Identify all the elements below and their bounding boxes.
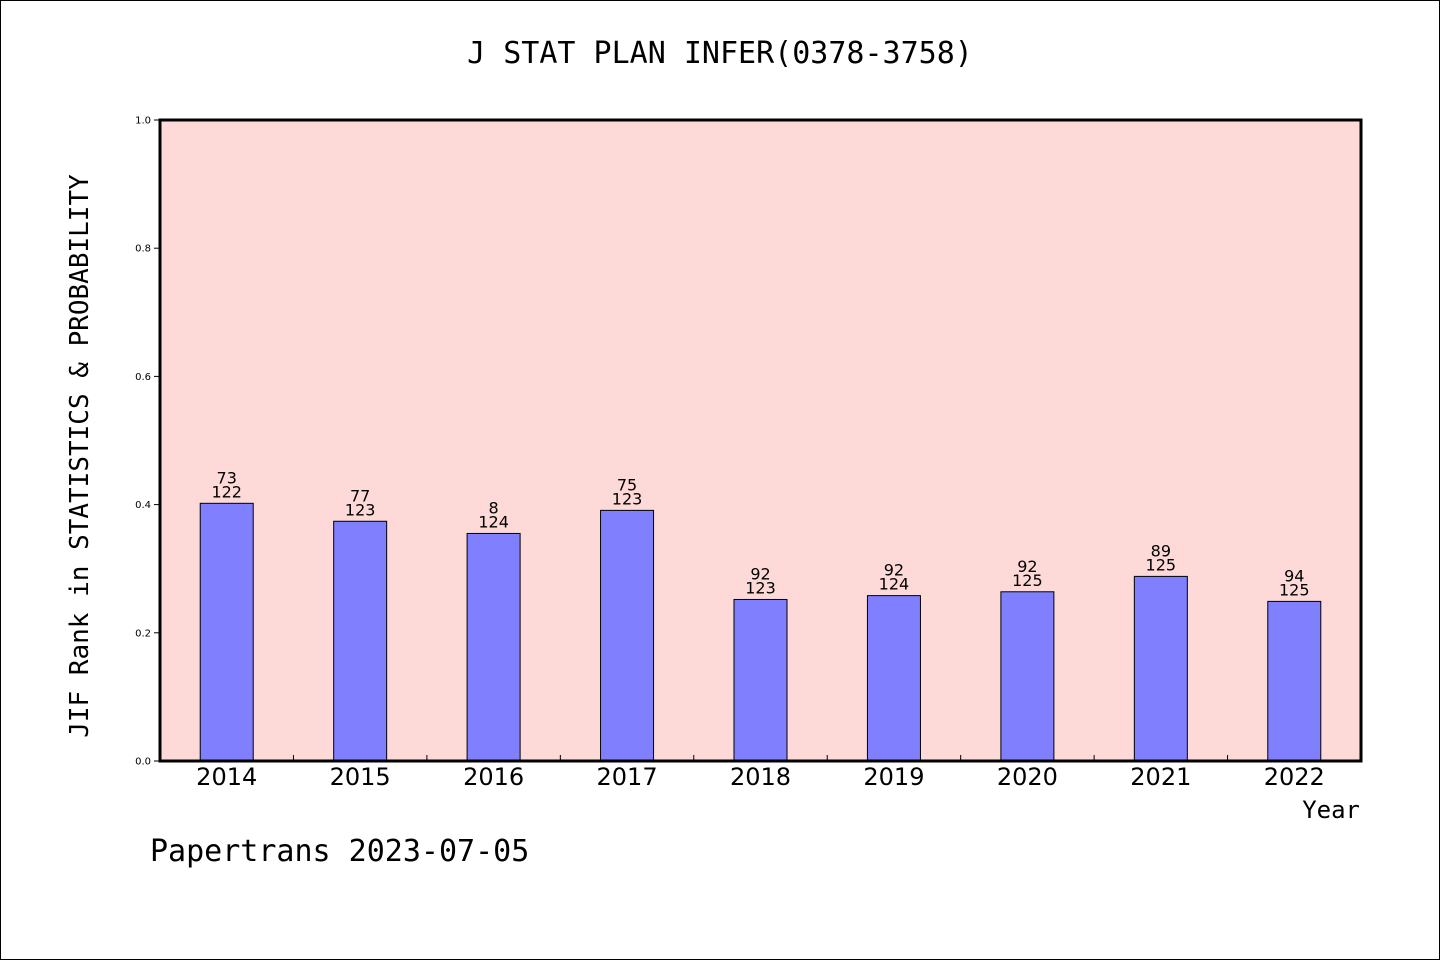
bar-2019: [866, 595, 921, 762]
bar-2017: [600, 509, 655, 762]
y-tick-label: 1.0: [135, 116, 151, 127]
bar-2015: [333, 520, 388, 762]
x-tick-label: 2021: [1130, 763, 1191, 791]
bar-rank-label: 89: [1151, 541, 1171, 560]
bar-total-label: 123: [345, 500, 376, 519]
x-tick-label: 2016: [463, 763, 524, 791]
bar-total-label: 125: [1279, 580, 1310, 599]
bar-rank-label: 94: [1284, 566, 1304, 585]
bar-rank-label: 77: [350, 486, 370, 505]
bar-rank-label: 92: [884, 561, 904, 580]
chart-title: J STAT PLAN INFER(0378-3758): [467, 36, 973, 71]
bar-rank-label: 73: [217, 468, 237, 487]
bar-total-label: 125: [1146, 555, 1177, 574]
bar-rank-label: 8: [489, 498, 499, 517]
bar-rank-label: 92: [1017, 557, 1037, 576]
footer-text: Papertrans 2023-07-05: [150, 834, 530, 869]
bar-2020: [1000, 591, 1055, 762]
bar-total-label: 123: [612, 489, 643, 508]
bar-total-label: 123: [745, 578, 776, 597]
y-tick-label: 0.2: [135, 628, 151, 639]
y-tick-label: 0.0: [135, 757, 151, 768]
bar-total-label: 122: [211, 482, 242, 501]
y-axis: 0.0 0.2 0.4 0.6 0.8 1.0: [135, 116, 160, 768]
bar-2021: [1133, 575, 1188, 762]
x-tick-label: 2019: [863, 763, 924, 791]
bar-total-label: 124: [879, 575, 910, 594]
y-tick-label: 0.6: [135, 372, 151, 383]
plot-border: [158, 118, 1363, 763]
bar-2014: [199, 502, 254, 762]
bar-rank-label: 75: [617, 475, 637, 494]
bar-total-label: 124: [478, 512, 509, 531]
y-tick-label: 0.4: [135, 500, 151, 511]
bar-2022: [1267, 600, 1322, 762]
bar-2018: [733, 598, 788, 762]
bar-2016: [466, 532, 521, 762]
x-tick-label: 2020: [997, 763, 1058, 791]
x-axis-label: Year: [1302, 796, 1360, 824]
x-tick-label: 2018: [730, 763, 791, 791]
x-tick-label: 2017: [597, 763, 658, 791]
x-tick-label: 2015: [330, 763, 391, 791]
bar-total-label: 125: [1012, 571, 1043, 590]
x-axis: 2014 2015 2016 2017 2018 2019 2020 2021 2022: [196, 755, 1325, 791]
x-tick-label: 2022: [1264, 763, 1325, 791]
x-tick-label: 2014: [196, 763, 257, 791]
bar-rank-label: 92: [750, 564, 770, 583]
y-tick-label: 0.8: [135, 244, 151, 255]
